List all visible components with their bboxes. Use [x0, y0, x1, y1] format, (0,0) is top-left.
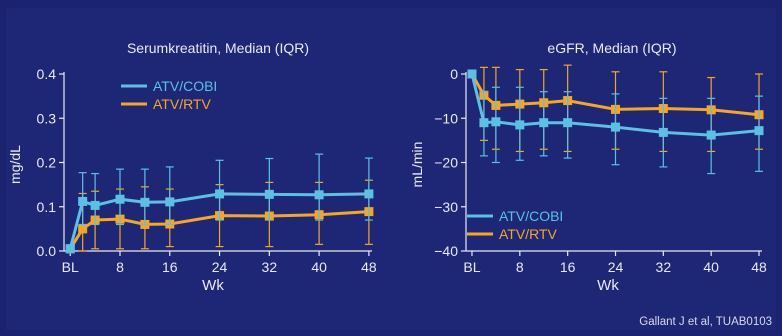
legend-item: ATV/COBI — [467, 208, 563, 224]
y-axis-label: mL/min — [409, 142, 425, 188]
x-tick-label: BL — [62, 259, 79, 275]
chart-title: Serumkreatitin, Median (IQR) — [127, 40, 309, 56]
y-tick-label: 0.0 — [37, 243, 57, 259]
x-tick-label: 8 — [516, 259, 524, 275]
y-axis-label: mg/dL — [7, 145, 23, 184]
figure-panel — [6, 8, 776, 330]
legend-label: ATV/COBI — [153, 78, 217, 94]
y-tick-label: 0.2 — [37, 155, 57, 171]
data-point — [563, 118, 573, 128]
data-point — [515, 120, 525, 130]
data-point — [165, 197, 175, 207]
legend-label: ATV/RTV — [499, 226, 557, 242]
data-point — [115, 194, 125, 204]
data-point — [479, 118, 489, 128]
y-tick-label: 0 — [450, 66, 458, 82]
x-tick-label: 16 — [162, 259, 178, 275]
legend-label: ATV/COBI — [499, 208, 563, 224]
legend-item: ATV/COBI — [121, 78, 217, 94]
series-atv-cobi — [467, 69, 764, 175]
y-tick-label: 0.3 — [37, 110, 57, 126]
series-line — [470, 73, 760, 117]
x-tick-label: 32 — [262, 259, 278, 275]
y-tick-label: −20 — [434, 155, 458, 171]
series-atv-cobi — [65, 153, 374, 254]
data-point — [539, 118, 549, 128]
chart-serum-creatinine: Serumkreatitin, Median (IQR) 0.0 0.1 0.2 0.3… — [7, 40, 377, 294]
x-tick-label: 48 — [751, 259, 767, 275]
data-point — [658, 127, 668, 137]
x-tick-label: 40 — [703, 259, 719, 275]
series-line — [68, 210, 369, 250]
data-point — [491, 117, 501, 127]
legend-item: ATV/RTV — [121, 96, 211, 112]
y-tick-label: 0.1 — [37, 199, 57, 215]
citation-footer: Gallant J et al, TUAB0103 — [639, 316, 772, 328]
x-tick-label: 8 — [116, 259, 124, 275]
data-point — [706, 130, 716, 140]
y-tick-label: −30 — [434, 199, 458, 215]
series-line — [470, 73, 760, 137]
data-point — [78, 196, 88, 206]
data-point — [215, 189, 225, 199]
x-tick-label: 32 — [656, 259, 672, 275]
legend-item: ATV/RTV — [467, 226, 557, 242]
data-point — [314, 190, 324, 200]
data-point — [264, 189, 274, 199]
x-axis-label: Wk — [597, 277, 619, 294]
x-tick-label: BL — [463, 259, 480, 275]
x-axis-label: Wk — [202, 277, 224, 294]
y-tick-label: −40 — [434, 243, 458, 259]
data-point — [610, 122, 620, 132]
data-point — [364, 189, 374, 199]
legend-label: ATV/RTV — [153, 96, 211, 112]
y-tick-label: −10 — [434, 110, 458, 126]
x-tick-label: 16 — [560, 259, 576, 275]
x-tick-label: 24 — [608, 259, 624, 275]
series-line — [68, 192, 369, 250]
data-point — [65, 244, 75, 254]
data-point — [467, 69, 477, 79]
data-point — [754, 126, 764, 136]
x-tick-label: 48 — [361, 259, 377, 275]
y-tick-label: 0.4 — [37, 66, 57, 82]
x-tick-label: 40 — [311, 259, 327, 275]
x-tick-label: 24 — [212, 259, 228, 275]
data-point — [78, 224, 88, 234]
data-point — [90, 200, 100, 210]
chart-egfr: eGFR, Median (IQR) 0 −10 −20 −30 −40 BL 8 16 24 32… — [409, 40, 767, 294]
chart-title: eGFR, Median (IQR) — [547, 40, 676, 56]
data-point — [140, 197, 150, 207]
